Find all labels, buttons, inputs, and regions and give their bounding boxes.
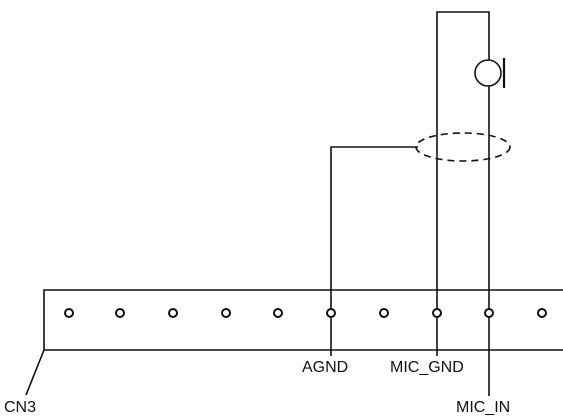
connector-pin [168, 308, 178, 318]
connector-pin-agnd [326, 308, 336, 318]
mic-in-label: MIC_IN [456, 399, 510, 416]
microphone-icon [474, 58, 506, 88]
connector-pin [537, 308, 547, 318]
cn3-leader [25, 349, 45, 396]
connector-pin [64, 308, 74, 318]
mic-gnd-label: MIC_GND [390, 359, 464, 376]
connector-pin [221, 308, 231, 318]
connector-pin [379, 308, 389, 318]
connector-pin-mic-gnd [432, 308, 442, 318]
connector-body [43, 289, 563, 351]
connector-pin [273, 308, 283, 318]
connector-pin [115, 308, 125, 318]
agnd-wire [330, 146, 418, 309]
shield-ellipse [415, 132, 511, 162]
connector-pins [64, 308, 547, 318]
connector-pin-mic-in [484, 308, 494, 318]
agnd-label: AGND [302, 359, 348, 376]
mic-gnd-wire [436, 11, 490, 309]
connector-label: CN3 [4, 399, 36, 416]
